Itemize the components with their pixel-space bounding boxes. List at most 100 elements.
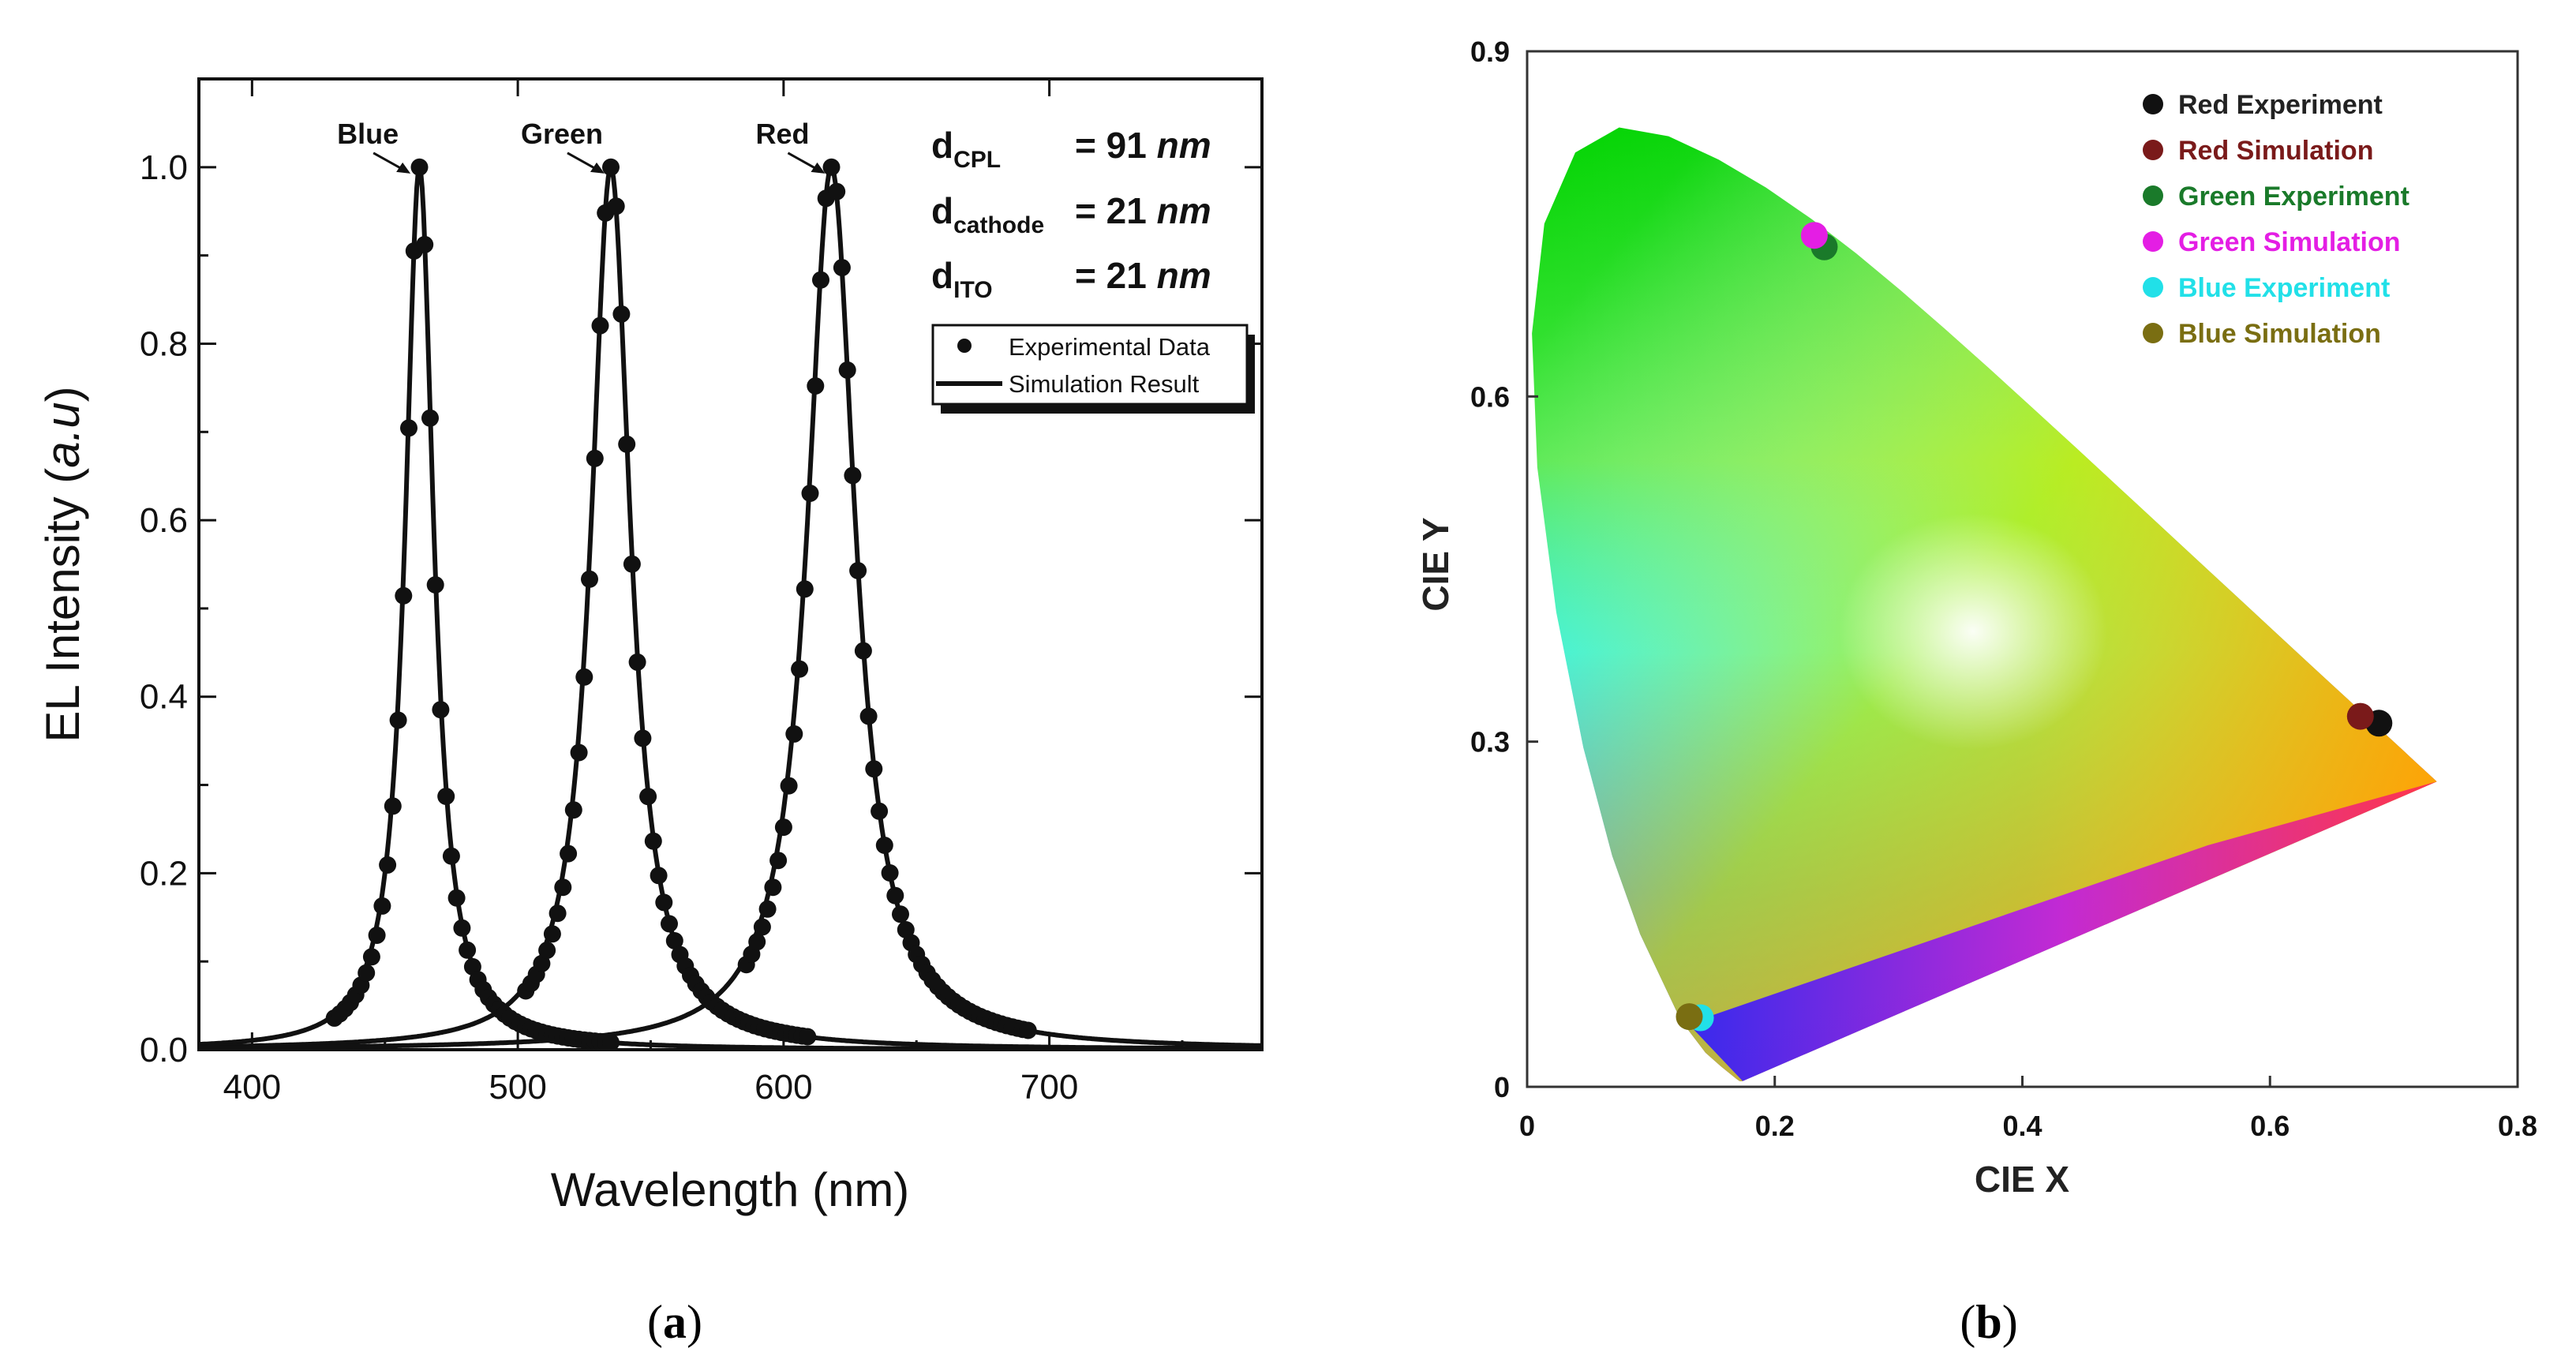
legend-label-experimental: Experimental Data [1009,333,1211,361]
experimental-point [661,915,678,933]
experimental-point [395,586,413,605]
experimental-point [602,1033,620,1050]
x-tick-label-b: 0.6 [2250,1110,2290,1142]
legend-b-label: Green Experiment [2178,182,2409,212]
experimental-point [628,653,646,671]
x-tick-label-b: 0 [1519,1110,1535,1142]
cie-point-red-simulation [2346,702,2374,730]
experimental-point [607,197,625,215]
cie-gamut [1532,127,2437,1081]
experimental-point [358,964,376,982]
experimental-point [875,837,893,854]
peak-arrowhead [811,162,826,174]
experimental-point [623,555,641,573]
experimental-point [586,449,604,467]
experimental-point [442,847,460,865]
experimental-point [774,818,792,837]
cie-points [1676,222,2393,1032]
y-tick-label-a: 0.0 [140,1031,188,1069]
experimental-point [833,259,851,277]
experimental-point [764,878,782,897]
experimental-point [426,576,444,594]
experimental-point [373,897,391,915]
legend-b-label: Blue Simulation [2178,319,2381,349]
y-tick-label-b: 0.3 [1470,726,1510,758]
experimental-point [400,419,417,437]
experimental-point [828,182,846,200]
x-axis-title-b: CIE X [1975,1159,2069,1200]
param-cathode: dcathode [931,190,1044,238]
y-tick-label-a: 0.2 [140,854,188,893]
axis-ticks-b: 0 0.2 0.4 0.6 0.8 0 0.3 0.6 0.9 [1470,36,2537,1142]
experimental-point [459,941,477,959]
legend-b-label: Blue Experiment [2178,273,2390,303]
experimental-point [437,788,455,805]
legend-box [931,324,1249,406]
peak-labels: Blue Green Red [337,118,826,174]
experimental-point [554,878,572,897]
experimental-point [602,158,620,176]
legend-b-label: Green Simulation [2178,227,2401,257]
experimental-point [421,409,439,427]
legend-marker-dot [957,339,972,353]
experimental-point [1019,1021,1037,1039]
parameters-block: dCPL = 91 nm dcathode = 21 nm dITO = 21 … [931,125,1211,303]
experimental-point [807,377,825,395]
experimental-point [801,485,819,502]
cie-white-point [1839,513,2107,750]
experimental-point [812,271,829,289]
x-tick-label-b: 0.2 [1755,1110,1795,1142]
experimental-point [785,725,803,743]
legend-b-marker [2143,323,2163,343]
experimental-point [838,361,856,379]
experimental-point [575,668,593,686]
experimental-point [538,942,556,960]
y-tick-label-b: 0.9 [1470,36,1510,68]
experimental-point [362,948,380,966]
legend-b-marker [2143,94,2163,114]
experimental-point [753,918,771,936]
panel-a-spectrum: 400 500 600 700 0.0 0.2 0.4 0.6 0.8 1.0 Blue Green… [36,77,1264,1216]
experimental-point [650,867,668,885]
param-cathode-value: = 21 nm [1075,190,1211,231]
experimental-point [368,927,386,944]
x-tick-label-b: 0.8 [2498,1110,2537,1142]
peak-label-red: Red [755,118,809,150]
cie-point-green-simulation [1800,222,1828,249]
peak-arrowhead [396,162,411,174]
legend-b-marker [2143,231,2163,252]
x-tick-label-a: 500 [489,1068,546,1107]
experimental-point [379,856,397,874]
simulation-curves [199,161,1262,1050]
y-axis-title-a: EL Intensity (a.u) [36,386,89,742]
experimental-point [665,932,683,949]
simulation-curve-blue [199,167,1262,1050]
y-tick-label-b: 0.6 [1470,380,1510,413]
x-tick-label-a: 700 [1020,1068,1078,1107]
experimental-point [799,1028,817,1046]
experimental-point [865,760,883,778]
experimental-point [886,886,904,904]
simulation-curve-green [199,161,1262,1050]
experimental-point [849,562,867,579]
experimental-point [564,801,582,819]
peak-label-green: Green [521,118,603,150]
experimental-point [822,158,841,176]
y-tick-label-a: 1.0 [140,148,188,187]
cie-shading-purple [1687,781,2437,1081]
param-ito-value: = 21 nm [1075,255,1211,296]
experimental-point [570,743,588,762]
legend-b-marker [2143,277,2163,298]
experimental-point [796,580,814,598]
y-tick-label-a: 0.8 [140,324,188,363]
experimental-point [780,777,798,795]
experimental-point [655,893,673,912]
plot-frame-a [197,77,1264,1051]
x-tick-label-b: 0.4 [2002,1110,2042,1142]
experimental-point [748,933,766,951]
experimental-points [325,158,1037,1050]
cie-point-blue-simulation [1676,1003,1703,1031]
experimental-point [549,904,567,923]
experimental-point [581,570,598,588]
experimental-point [758,900,777,918]
